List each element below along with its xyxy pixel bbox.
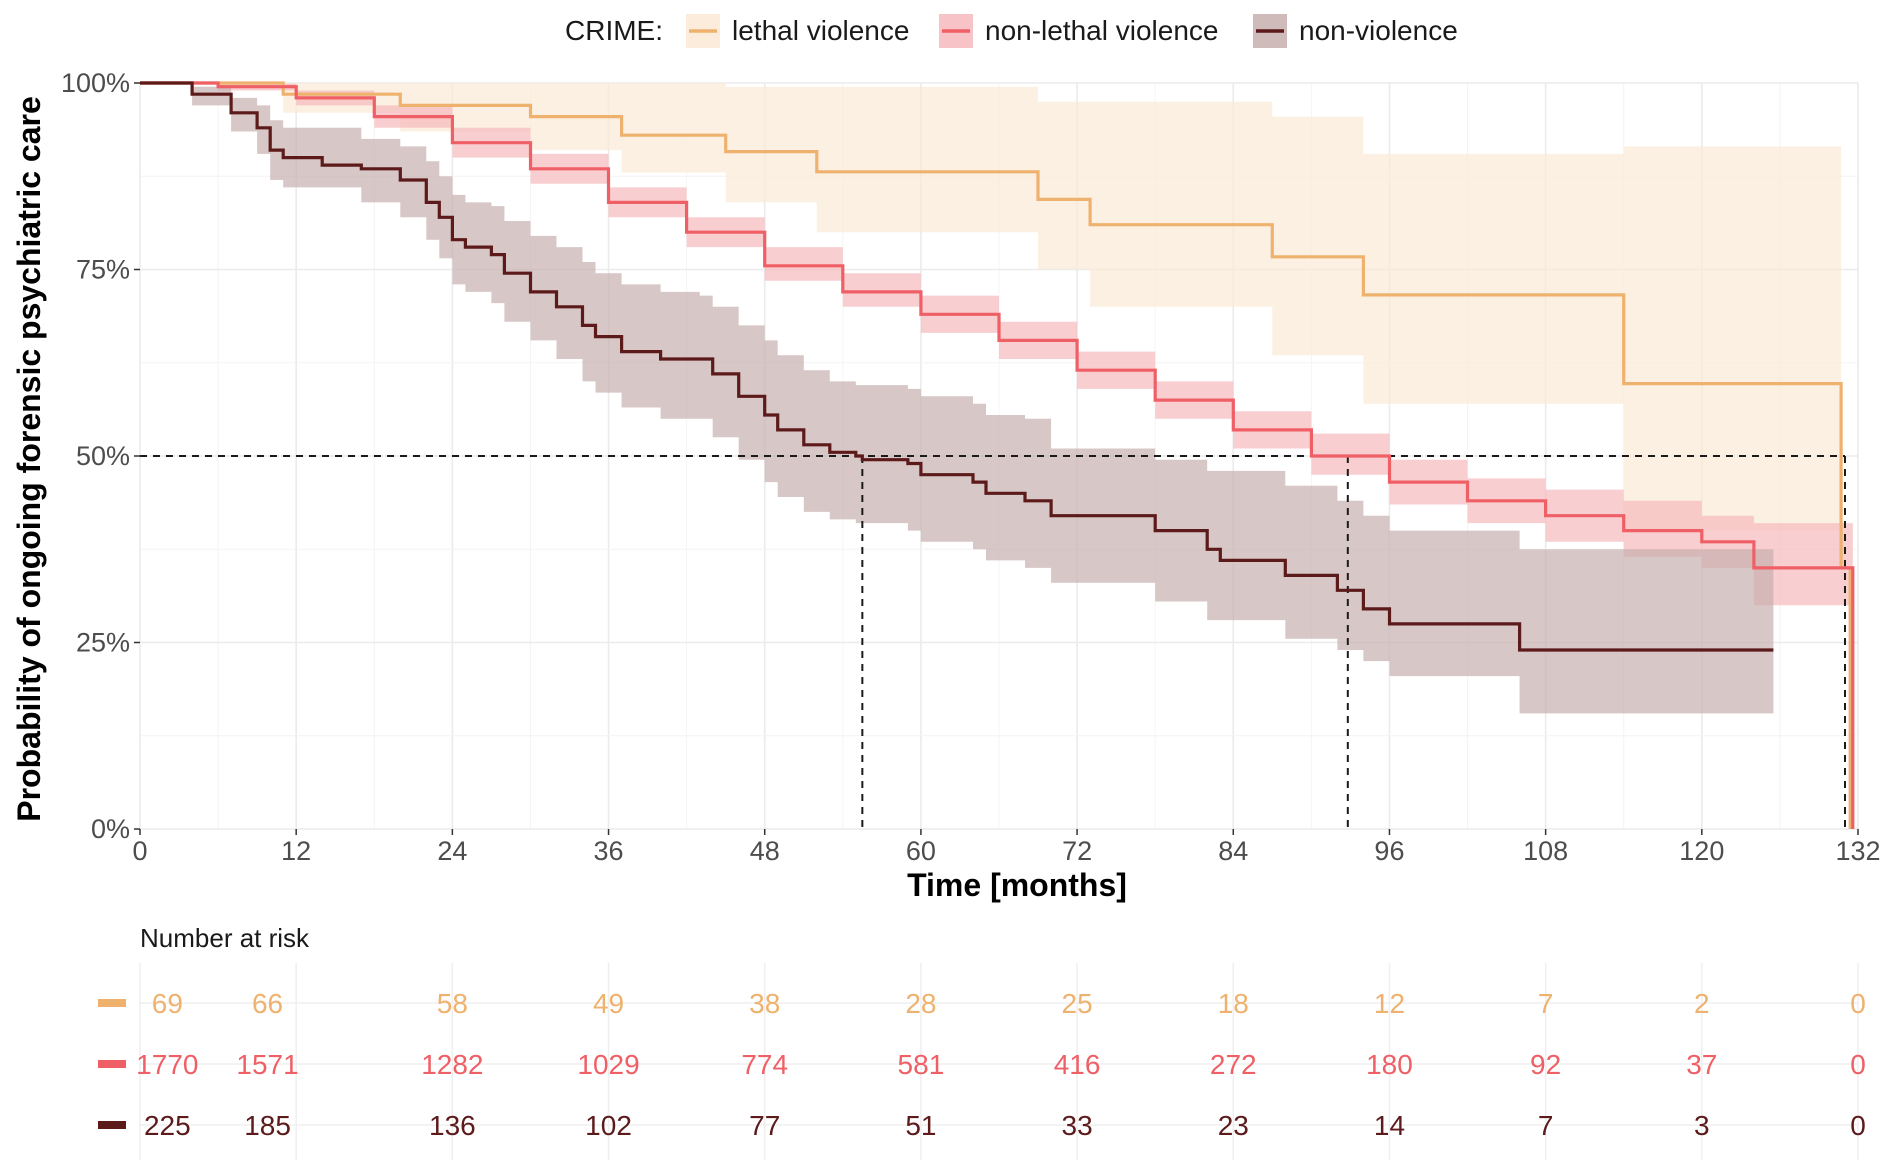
risk-count: 14 xyxy=(1374,1110,1405,1141)
y-tick-label: 100% xyxy=(61,68,130,98)
risk-count: 69 xyxy=(152,988,183,1019)
risk-count: 23 xyxy=(1218,1110,1249,1141)
risk-row-key-non-lethal-violence xyxy=(98,1060,126,1068)
risk-count: 25 xyxy=(1062,988,1093,1019)
risk-count: 7 xyxy=(1538,1110,1554,1141)
y-tick-label: 75% xyxy=(76,255,130,285)
risk-count: 1571 xyxy=(236,1049,298,1080)
risk-count: 2 xyxy=(1694,988,1710,1019)
risk-count: 33 xyxy=(1062,1110,1093,1141)
x-axis-label: Time [months] xyxy=(907,867,1127,903)
legend-title: CRIME: xyxy=(565,15,663,46)
y-tick-label: 25% xyxy=(76,628,130,658)
risk-count: 37 xyxy=(1686,1049,1717,1080)
risk-count: 1770 xyxy=(136,1049,198,1080)
risk-count: 1282 xyxy=(421,1049,483,1080)
median-lines xyxy=(140,455,1846,829)
x-tick-label: 36 xyxy=(594,836,624,866)
risk-count: 180 xyxy=(1366,1049,1413,1080)
risk-row-key-lethal-violence xyxy=(98,999,126,1007)
risk-count: 136 xyxy=(429,1110,476,1141)
band-non-violence xyxy=(140,83,1774,714)
x-tick-label: 132 xyxy=(1835,836,1880,866)
x-tick-label: 12 xyxy=(281,836,311,866)
x-tick-label: 60 xyxy=(906,836,936,866)
y-axis-label: Probability of ongoing forensic psychiat… xyxy=(11,96,47,821)
legend-label-non-violence: non-violence xyxy=(1299,15,1458,46)
x-tick-label: 120 xyxy=(1679,836,1724,866)
x-tick-label: 108 xyxy=(1523,836,1568,866)
legend-label-non-lethal-violence: non-lethal violence xyxy=(985,15,1219,46)
risk-count: 12 xyxy=(1374,988,1405,1019)
band-lethal-violence xyxy=(140,83,1842,531)
series-line-non-violence xyxy=(140,81,1774,652)
risk-count: 0 xyxy=(1850,988,1866,1019)
series-line-non-lethal-violence xyxy=(140,81,1855,829)
confidence-bands xyxy=(140,83,1853,714)
risk-count: 38 xyxy=(749,988,780,1019)
axes: 0 12 24 36 48 60 72 84 96 108 120 132 0% 25% 50% 75% 100… xyxy=(61,68,1881,866)
risk-count: 28 xyxy=(905,988,936,1019)
y-tick-label: 0% xyxy=(91,814,130,844)
risk-count: 0 xyxy=(1850,1049,1866,1080)
y-tick-label: 50% xyxy=(76,441,130,471)
x-tick-label: 96 xyxy=(1374,836,1404,866)
risk-count: 102 xyxy=(585,1110,632,1141)
risk-count: 774 xyxy=(741,1049,788,1080)
risk-count: 225 xyxy=(144,1110,191,1141)
risk-count: 416 xyxy=(1054,1049,1101,1080)
x-tick-label: 0 xyxy=(132,836,147,866)
risk-count: 58 xyxy=(437,988,468,1019)
x-tick-label: 84 xyxy=(1218,836,1248,866)
x-tick-label: 24 xyxy=(437,836,467,866)
risk-table-title: Number at risk xyxy=(140,923,310,953)
risk-count: 1029 xyxy=(577,1049,639,1080)
survival-lines xyxy=(140,81,1855,829)
risk-count: 7 xyxy=(1538,988,1554,1019)
band-non-lethal-violence xyxy=(140,83,1853,606)
legend-label-lethal-violence: lethal violence xyxy=(732,15,909,46)
risk-count: 92 xyxy=(1530,1049,1561,1080)
risk-count: 3 xyxy=(1694,1110,1710,1141)
series-line-lethal-violence xyxy=(140,81,1852,829)
risk-count: 0 xyxy=(1850,1110,1866,1141)
risk-count: 18 xyxy=(1218,988,1249,1019)
x-tick-label: 72 xyxy=(1062,836,1092,866)
x-tick-label: 48 xyxy=(750,836,780,866)
legend: CRIME: lethal violence non-lethal violence… xyxy=(565,14,1458,48)
risk-count: 66 xyxy=(252,988,283,1019)
risk-count: 77 xyxy=(749,1110,780,1141)
risk-count: 51 xyxy=(905,1110,936,1141)
risk-count: 49 xyxy=(593,988,624,1019)
risk-row-key-non-violence xyxy=(98,1121,126,1129)
risk-count: 272 xyxy=(1210,1049,1257,1080)
risk-count: 185 xyxy=(244,1110,291,1141)
risk-count: 581 xyxy=(898,1049,945,1080)
